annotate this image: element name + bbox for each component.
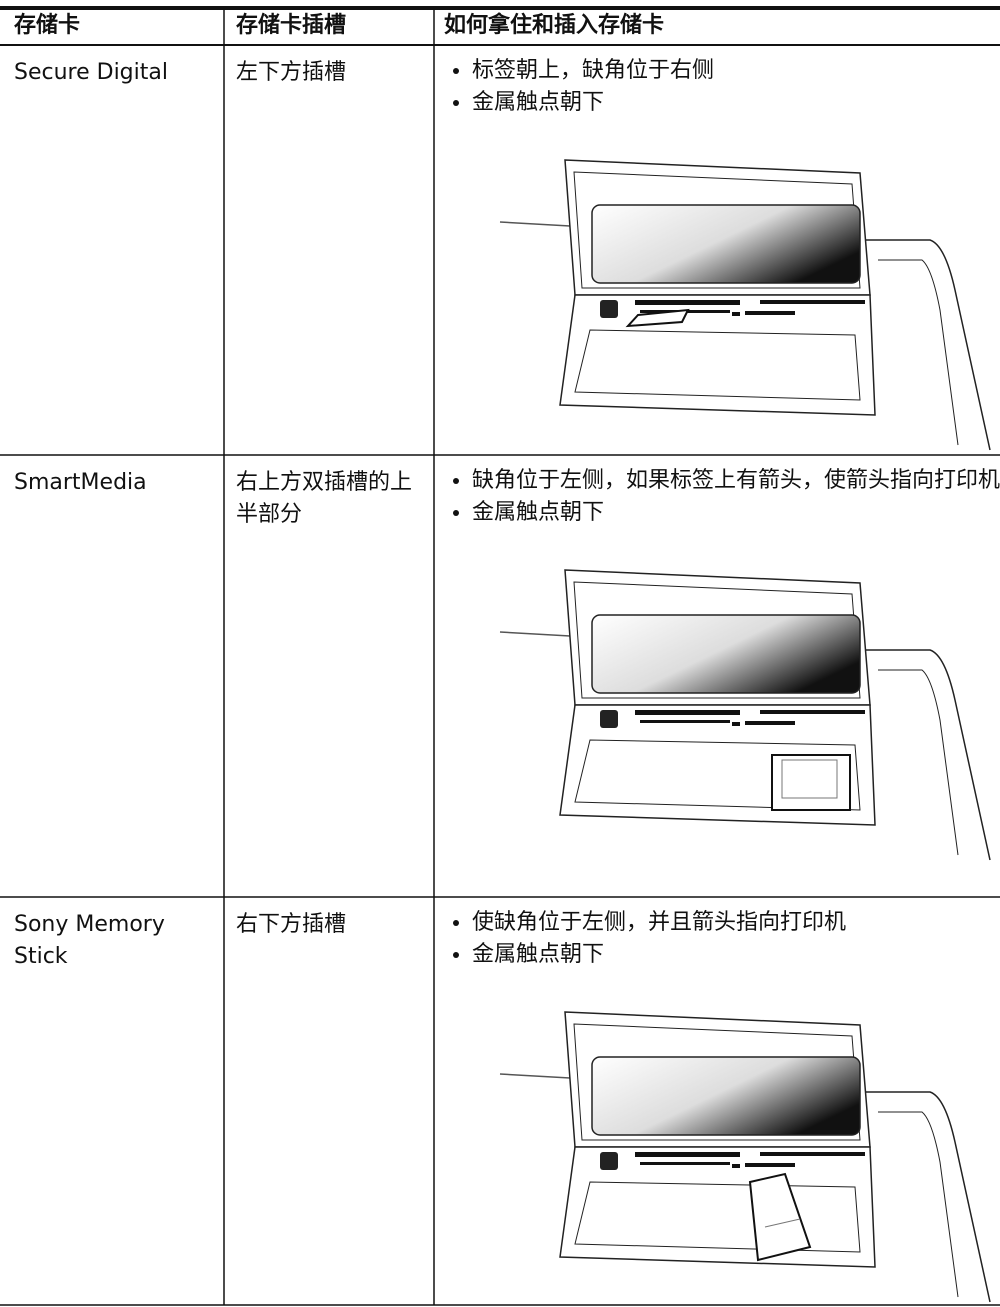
header-cell: 存储卡插槽	[236, 13, 347, 38]
card-slot: 右下方插槽	[236, 912, 347, 937]
illustration-part	[865, 649, 991, 861]
illustration-part	[745, 721, 795, 725]
illustration-part	[760, 1152, 865, 1156]
illustration-part	[573, 581, 861, 699]
card-name: Sony Memory Stick	[14, 912, 165, 969]
illustration-part	[640, 1162, 730, 1165]
illustration-part	[600, 710, 618, 728]
illustration-part	[865, 1091, 991, 1303]
illustration-part	[745, 1163, 795, 1167]
illustration-part	[732, 1164, 740, 1168]
instruction: 金属触点朝下	[472, 497, 1000, 529]
instruction: 金属触点朝下	[472, 939, 1000, 971]
header-cell: 如何拿住和插入存储卡	[444, 13, 665, 38]
illustration-part	[760, 710, 865, 714]
illustration-part	[574, 739, 861, 811]
card-slot: 左下方插槽	[236, 60, 347, 85]
illustration-part	[635, 710, 740, 715]
instruction: 标签朝上，缺角位于右侧	[472, 55, 1000, 87]
header-cell: 存储卡	[14, 13, 81, 38]
illustration-part	[591, 614, 861, 694]
illustration-part	[573, 171, 861, 289]
instruction: 缺角位于左侧，如果标签上有箭头，使箭头指向打印机	[472, 465, 1000, 497]
illustration-part	[878, 259, 959, 446]
illustration-part	[771, 754, 851, 811]
illustration-part	[745, 311, 795, 315]
illustration-part	[600, 300, 618, 318]
card-slot: 右上方双插槽的上半部分	[236, 470, 413, 527]
illustration-part	[574, 329, 861, 401]
illustration-part	[635, 1152, 740, 1157]
illustration-part	[732, 312, 740, 316]
instruction-list: 标签朝上，缺角位于右侧金属触点朝下	[438, 55, 1000, 119]
illustration-part	[878, 1111, 959, 1298]
illustration-part	[640, 720, 730, 723]
illustration-part	[781, 759, 838, 799]
illustration-part	[591, 1056, 861, 1136]
illustration-part	[499, 221, 571, 227]
card-name: Secure Digital	[14, 60, 168, 85]
illustration-part	[499, 1073, 571, 1079]
illustration-part	[760, 300, 865, 304]
instruction: 使缺角位于左侧，并且箭头指向打印机	[472, 907, 1000, 939]
instruction: 金属触点朝下	[472, 87, 1000, 119]
instruction-list: 缺角位于左侧，如果标签上有箭头，使箭头指向打印机金属触点朝下	[438, 465, 1000, 529]
illustration-part	[591, 204, 861, 284]
illustration-part	[865, 239, 991, 451]
illustration-part	[635, 300, 740, 305]
illustration-part	[573, 1023, 861, 1141]
illustration-part	[732, 722, 740, 726]
illustration-part	[764, 1218, 801, 1228]
illustration-part	[878, 669, 959, 856]
illustration-part	[499, 631, 571, 637]
illustration-part	[600, 1152, 618, 1170]
illustration-part	[748, 1172, 812, 1262]
card-name: SmartMedia	[14, 470, 147, 495]
instruction-list: 使缺角位于左侧，并且箭头指向打印机金属触点朝下	[438, 907, 1000, 971]
illustration-part	[625, 308, 690, 328]
